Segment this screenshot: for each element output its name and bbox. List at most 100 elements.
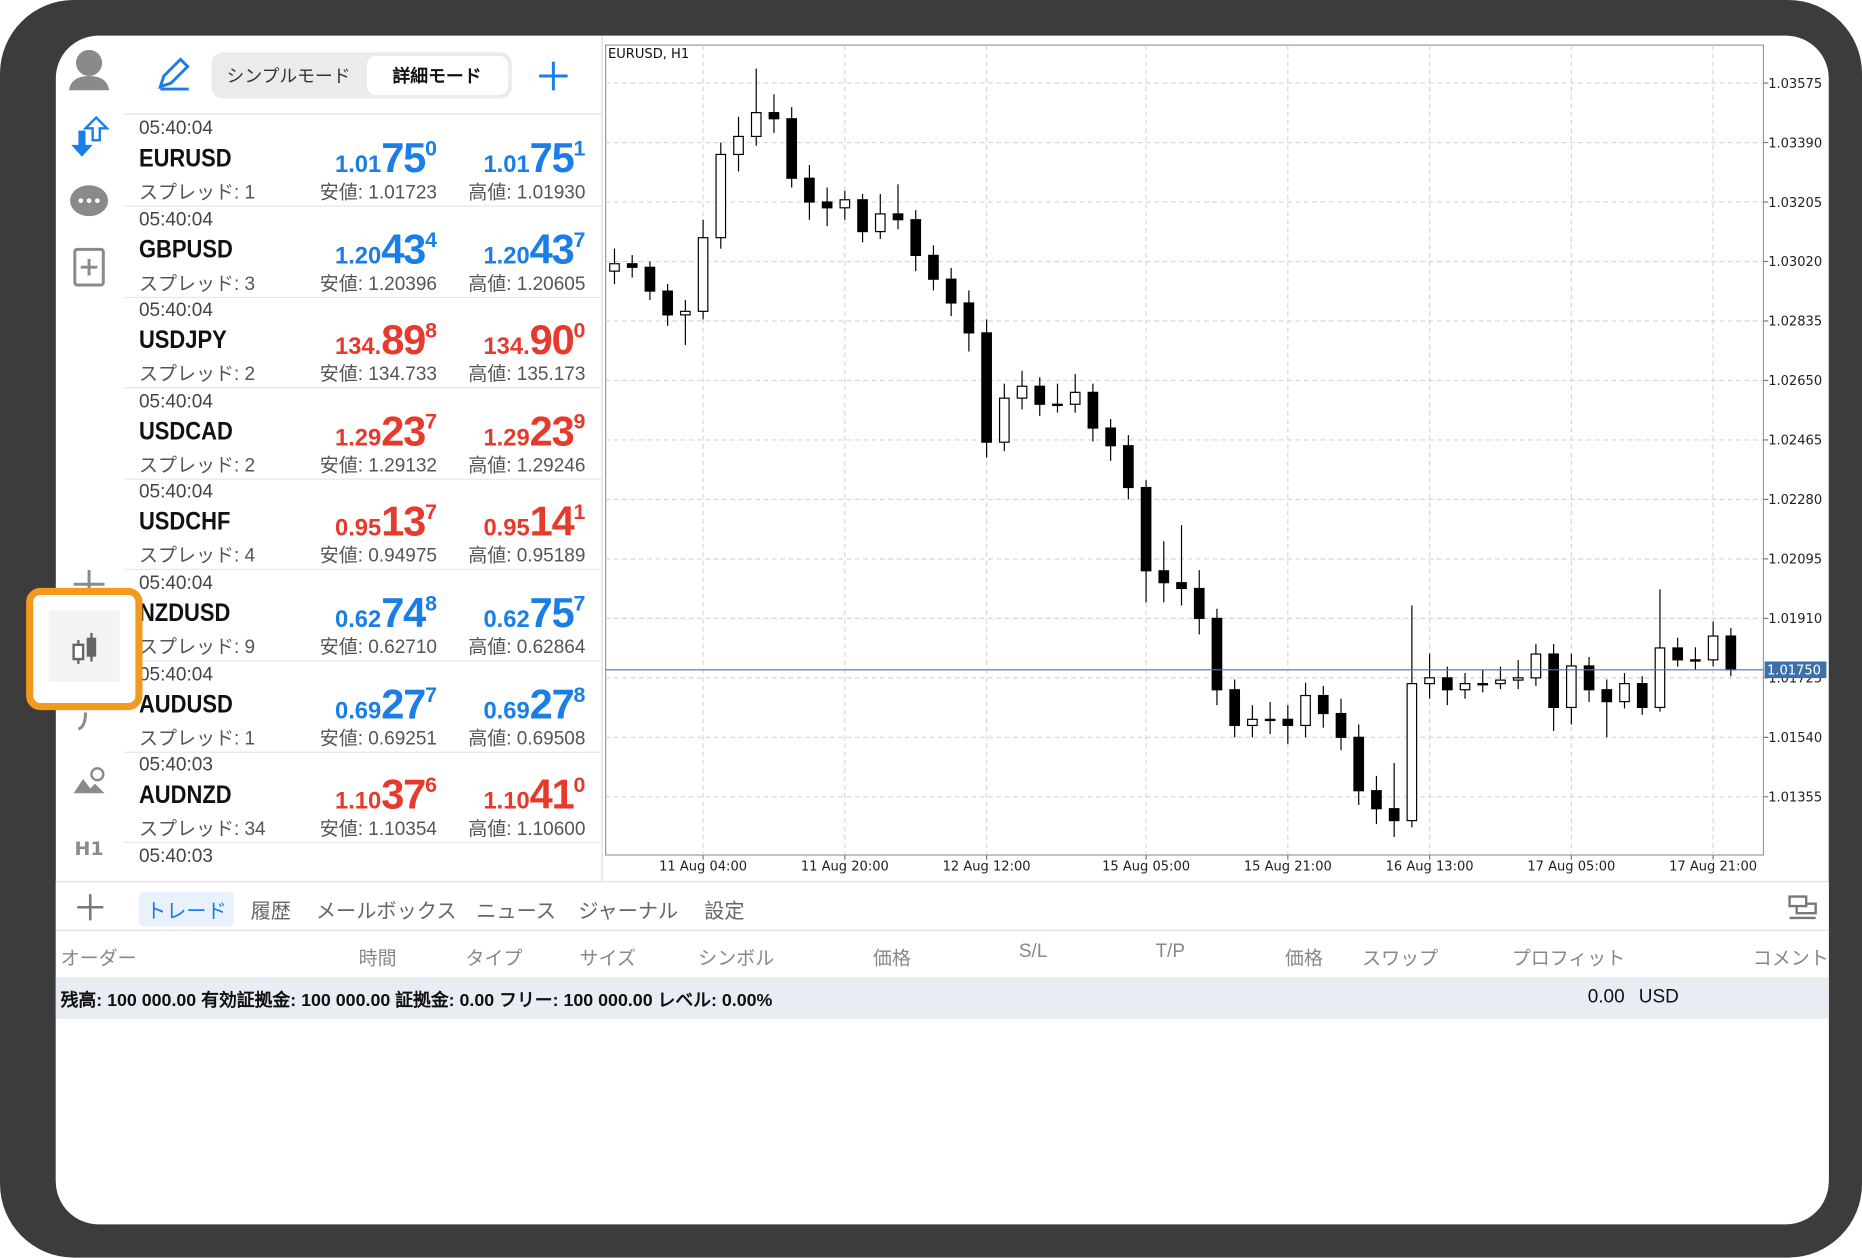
- price-sup: 8: [425, 591, 437, 616]
- price-big: 43: [529, 226, 575, 273]
- candle-body: [1353, 736, 1365, 792]
- price-prefix: 1.10: [335, 788, 382, 815]
- price-bid: 1.20434: [335, 216, 437, 283]
- symbol: EURUSD: [138, 144, 232, 173]
- spread: スプレッド: 2: [138, 455, 256, 476]
- price-ask: 134.900: [483, 307, 585, 374]
- price-ask: 1.10410: [483, 761, 585, 828]
- currency: USD: [1638, 986, 1679, 1007]
- candle-body: [1707, 635, 1719, 661]
- price-sup: 7: [573, 227, 586, 252]
- high-price: 高値: 135.173: [468, 364, 586, 385]
- candle-body: [1282, 718, 1294, 727]
- quote-row[interactable]: 05:40:04 USDJPY スプレッド: 2 134.898 134.900 安値: …: [124, 297, 603, 389]
- quote-row[interactable]: 05:40:04 EURUSD スプレッド: 1 1.01750 1.01751 安値: …: [124, 115, 603, 207]
- profit: 0.00: [1587, 986, 1625, 1007]
- candle-body: [1477, 683, 1489, 686]
- candle-body: [1016, 385, 1028, 399]
- candle-body: [1548, 653, 1559, 709]
- plus: [77, 894, 104, 921]
- bottom-tab[interactable]: ニュース: [476, 900, 556, 923]
- low-price: 安値: 0.62710: [319, 637, 437, 658]
- y-tick-label: 1.02650: [1768, 374, 1822, 389]
- price-sup: 7: [425, 409, 437, 434]
- candle-body: [662, 290, 673, 316]
- quote-row[interactable]: 05:40:04 GBPUSD スプレッド: 3 1.20434 1.20437 安値: …: [124, 206, 603, 298]
- column-header: シンボル: [698, 948, 775, 969]
- candle-body: [1371, 790, 1382, 810]
- y-tick-label: 1.03390: [1768, 136, 1822, 151]
- x-tick-label: 11 Aug 04:00: [659, 859, 747, 874]
- column-header: タイプ: [465, 948, 523, 969]
- high-price: 高値: 1.20605: [468, 273, 586, 295]
- layout-icon[interactable]: [1785, 889, 1821, 925]
- bottom-tab[interactable]: 設定: [704, 900, 745, 923]
- candle-body: [857, 199, 868, 233]
- quote-time: 05:40:04: [138, 482, 213, 503]
- bottom-tab[interactable]: 履歴: [250, 900, 291, 923]
- bottom-tab[interactable]: メールボックス: [315, 900, 457, 923]
- price-big: 37: [381, 772, 426, 819]
- price-ask: 1.29239: [483, 398, 585, 465]
- price-bid: 1.29237: [335, 398, 437, 465]
- low-price: 安値: 1.01723: [319, 182, 437, 204]
- balance: 残高: 100 000.00 有効証拠金: 100 000.00 証拠金: 0.…: [60, 990, 773, 1011]
- price-bid: 134.898: [335, 307, 437, 374]
- candle-body: [945, 278, 957, 304]
- symbol: NZDUSD: [138, 599, 231, 627]
- candle-body: [1566, 665, 1577, 709]
- spread: スプレッド: 2: [138, 364, 256, 385]
- candle-body: [963, 302, 975, 334]
- quote-row[interactable]: 05:40:03 AUDNZD スプレッド: 34 1.10376 1.10410 安値:…: [124, 752, 603, 844]
- low-price: 安値: 1.20396: [319, 273, 437, 295]
- price-bid: 0.62748: [335, 580, 437, 647]
- price-prefix: 0.69: [335, 697, 382, 724]
- price-sup: 0: [425, 136, 437, 161]
- quote-row[interactable]: 05:40:04 USDCAD スプレッド: 2 1.29237 1.29239 安値: …: [124, 388, 603, 480]
- price-big: 43: [381, 226, 426, 273]
- layout: [1788, 895, 1817, 915]
- candle-body: [1087, 391, 1099, 429]
- y-tick-label: 1.01910: [1768, 612, 1822, 627]
- candle-body: [1619, 683, 1630, 703]
- price-ask: 1.01751: [483, 125, 585, 192]
- symbol: GBPUSD: [138, 235, 233, 264]
- candle-body: [1335, 712, 1347, 738]
- quote-row[interactable]: 05:40:04 AUDUSD スプレッド: 1 0.69277 0.69278 安値: …: [124, 661, 603, 753]
- high-price: 高値: 0.95189: [468, 546, 586, 567]
- bottom-tab[interactable]: トレード: [138, 891, 234, 927]
- price-big: 41: [529, 772, 575, 819]
- bottom-tab[interactable]: ジャーナル: [578, 900, 679, 923]
- price-big: 23: [529, 408, 575, 455]
- price-sup: 1: [573, 136, 586, 161]
- candle-body: [821, 201, 833, 209]
- candle-body: [839, 199, 851, 209]
- candle-body: [1229, 689, 1241, 727]
- y-tick-label: 1.02835: [1768, 315, 1822, 330]
- quote-row[interactable]: 05:40:04 NZDUSD スプレッド: 9 0.62748 0.62757 安値: …: [124, 570, 603, 662]
- candle-body: [1034, 385, 1046, 405]
- column-header: 時間: [358, 948, 397, 969]
- price-big: 75: [529, 135, 575, 182]
- price-sup: 9: [573, 409, 586, 434]
- price-prefix: 0.95: [335, 515, 382, 542]
- candle-body: [1158, 570, 1170, 584]
- candle-icon: [72, 643, 85, 661]
- symbol: AUDUSD: [138, 690, 233, 718]
- candle-body: [609, 263, 620, 272]
- add-order[interactable]: [72, 889, 108, 925]
- candle-body: [998, 397, 1010, 443]
- symbol: AUDNZD: [138, 781, 232, 809]
- candle-body: [1406, 683, 1418, 822]
- price-big: 75: [529, 590, 575, 637]
- chart-icon[interactable]: [33, 595, 135, 703]
- candle-body: [644, 266, 656, 292]
- y-tick-label: 1.01540: [1768, 731, 1822, 746]
- price-sup: 7: [425, 500, 437, 525]
- spread: スプレッド: 4: [138, 546, 256, 567]
- low-price: 安値: 134.733: [319, 364, 437, 385]
- candle-body: [1512, 677, 1524, 681]
- current-price-tag: [1764, 661, 1827, 679]
- spread: スプレッド: 1: [138, 728, 256, 749]
- quote-row[interactable]: 05:40:04 USDCHF スプレッド: 4 0.95137 0.95141 安値: …: [124, 479, 603, 571]
